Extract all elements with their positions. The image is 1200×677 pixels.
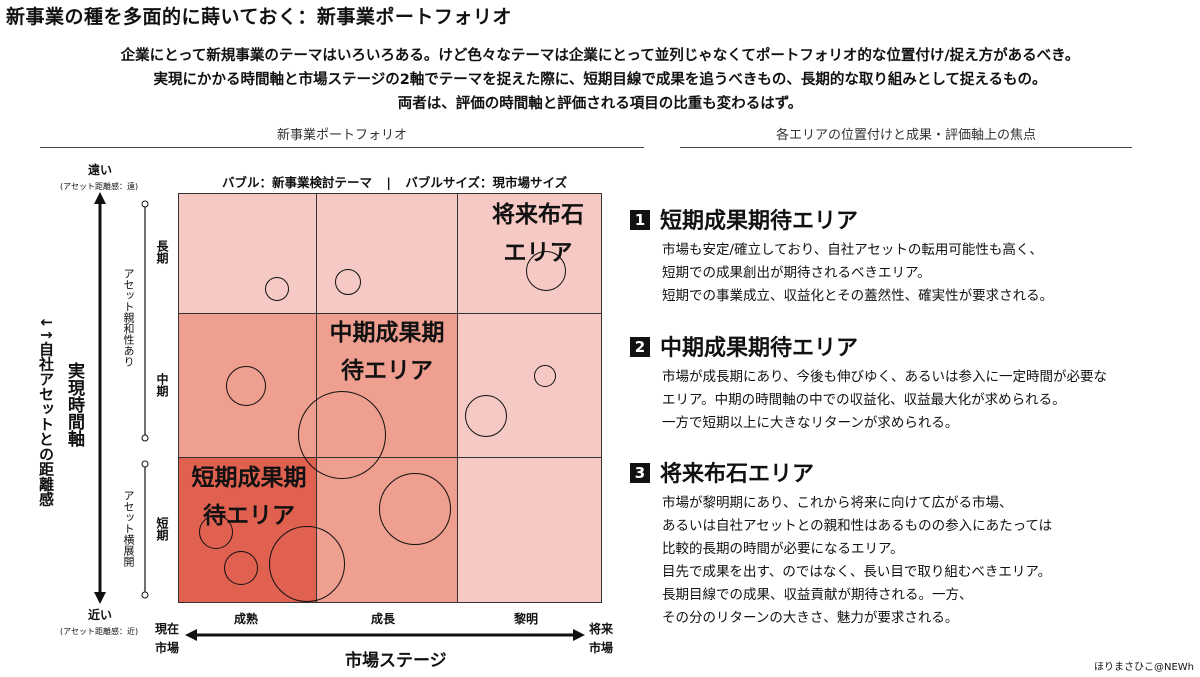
bracket-top-label: アセット親和性あり — [122, 268, 135, 367]
bubble — [526, 251, 566, 291]
area-label-short: 短期成果期待エリア — [191, 465, 307, 529]
legend-size: バブルサイズ：現市場サイズ — [405, 175, 568, 190]
bubble — [269, 526, 345, 602]
desc-title-long: 3 将来布石エリア — [630, 456, 1052, 488]
desc-line: あるいは自社アセットとの親和性はあるものの参入にあたっては — [662, 518, 1053, 534]
y-axis-subtitle-mark: ↓↑ — [37, 316, 55, 342]
desc-line: その分のリターンの大きさ、魅力が要求される。 — [662, 610, 959, 626]
desc-line: 市場が成長期にあり、今後も伸びゆく、あるいは参入に一定時間が必要な — [662, 369, 1107, 385]
desc-line: 市場が黎明期にあり、これから将来に向けて広がる市場、 — [662, 495, 1013, 511]
y-axis-bottom-label: 近い — [88, 608, 113, 622]
desc-line: 短期での成果創出が期待されるべきエリア。 — [662, 265, 931, 281]
page-title: 新事業の種を多面的に蒔いておく：新事業ポートフォリオ — [6, 6, 512, 28]
desc-line: 一方で短期以上に大きなリターンが求められる。 — [662, 415, 959, 431]
col-label-growth: 成長 — [371, 612, 396, 626]
cell-long-growth — [316, 193, 458, 314]
bubble — [335, 269, 361, 295]
desc-number-3: 3 — [630, 463, 650, 483]
cell-long-emerging — [457, 193, 602, 314]
bubble — [379, 473, 451, 545]
bubble — [226, 366, 266, 406]
y-axis-title: 実現時間軸 — [64, 362, 84, 447]
desc-title-mid: 2 中期成果期待エリア — [630, 330, 1107, 362]
y-axis-top-sub: (アセット距離感：遠) — [60, 182, 139, 191]
x-axis-title: 市場ステージ — [345, 651, 447, 671]
legend-separator: | — [386, 175, 391, 190]
desc-number-1: 1 — [630, 210, 650, 230]
cell-short-emerging — [457, 457, 602, 603]
area-label-long: 将来布石エリア — [492, 202, 584, 266]
cell-mid-emerging — [457, 313, 602, 458]
desc-body-mid: 市場が成長期にあり、今後も伸びゆく、あるいは参入に一定時間が必要な エリア。中期… — [662, 366, 1107, 435]
left-section-title: 新事業ポートフォリオ — [276, 128, 407, 143]
y-axis-bottom-sub: (アセット距離感：近) — [60, 627, 139, 636]
bubble — [298, 391, 386, 479]
bubble — [534, 365, 556, 387]
desc-title-text: 将来布石エリア — [660, 462, 815, 487]
intro-line-2: 実現にかかる時間軸と市場ステージの2軸でテーマを捉えた際に、短期目線で成果を追う… — [153, 72, 1047, 88]
cell-long-mature — [178, 193, 317, 314]
row-label-short: 短期 — [155, 517, 169, 541]
col-label-mature: 成熟 — [234, 612, 259, 626]
bubble-legend: バブル：新事業検討テーマ | バブルサイズ：現市場サイズ — [222, 172, 567, 191]
legend-bubble: バブル：新事業検討テーマ — [222, 175, 373, 190]
desc-line: 市場も安定/確立しており、自社アセットの転用可能性も高く、 — [662, 242, 1043, 258]
row-label-mid: 中期 — [155, 373, 169, 397]
intro-line-1: 企業にとって新規事業のテーマはいろいろある。けど色々なテーマは企業にとって並列じ… — [120, 48, 1080, 64]
desc-title-short: 1 短期成果期待エリア — [630, 203, 1053, 235]
x-axis-right-label: 将来市場 — [588, 622, 613, 655]
desc-body-short: 市場も安定/確立しており、自社アセットの転用可能性も高く、 短期での成果創出が期… — [662, 239, 1053, 308]
desc-line: 短期での事業成立、収益化とその蓋然性、確実性が要求される。 — [662, 288, 1054, 304]
y-axis-top-label: 遠い — [88, 163, 113, 177]
bubble — [199, 515, 233, 549]
bracket-bottom-label: アセット横展開 — [122, 490, 135, 567]
col-label-emerging: 黎明 — [514, 612, 539, 626]
desc-line: 長期目線での成果、収益貢献が期待される。一方、 — [662, 587, 973, 603]
y-axis-arrow — [94, 192, 106, 604]
y-axis-subtitle-text: 自社アセットとの距離感 — [37, 341, 55, 507]
x-axis-arrow — [185, 629, 585, 641]
desc-number-2: 2 — [630, 337, 650, 357]
right-section-divider — [680, 147, 1132, 148]
bubble — [465, 395, 507, 437]
area-label-mid: 中期成果期待エリア — [329, 320, 445, 384]
portfolio-matrix: 将来布石エリア 中期成果期待エリア 短期成果期待エリア — [178, 193, 602, 603]
desc-area-mid: 2 中期成果期待エリア 市場が成長期にあり、今後も伸びゆく、あるいは参入に一定時間… — [630, 330, 1107, 435]
desc-line: 目先で成果を出す、のではなく、長い目で取り組むべきエリア。 — [662, 564, 1052, 580]
y-axis-subtitle: ↓↑自社アセットとの距離感 — [36, 316, 57, 506]
desc-title-text: 短期成果期待エリア — [660, 209, 859, 234]
desc-area-long: 3 将来布石エリア 市場が黎明期にあり、これから将来に向けて広がる市場、 あるいは… — [630, 456, 1052, 630]
desc-title-text: 中期成果期待エリア — [660, 336, 859, 361]
bubble — [224, 551, 258, 585]
asset-brackets — [141, 200, 149, 599]
intro-line-3: 両者は、評価の時間軸と評価される項目の比重も変わるはず。 — [397, 96, 803, 112]
desc-line: 比較的長期の時間が必要になるエリア。 — [662, 541, 904, 557]
row-label-long: 長期 — [155, 240, 169, 264]
desc-body-long: 市場が黎明期にあり、これから将来に向けて広がる市場、 あるいは自社アセットとの親… — [662, 492, 1052, 630]
bubble — [265, 277, 289, 301]
left-section-divider — [40, 147, 644, 148]
desc-line: エリア。中期の時間軸の中での収益化、収益最大化が求められる。 — [662, 392, 1066, 408]
right-section-title: 各エリアの位置付けと成果・評価軸上の焦点 — [775, 128, 1036, 143]
x-axis-left-label: 現在市場 — [154, 622, 179, 655]
credit: ほりまさひこ@NEWh — [1093, 662, 1194, 673]
desc-area-short: 1 短期成果期待エリア 市場も安定/確立しており、自社アセットの転用可能性も高く、… — [630, 203, 1053, 308]
